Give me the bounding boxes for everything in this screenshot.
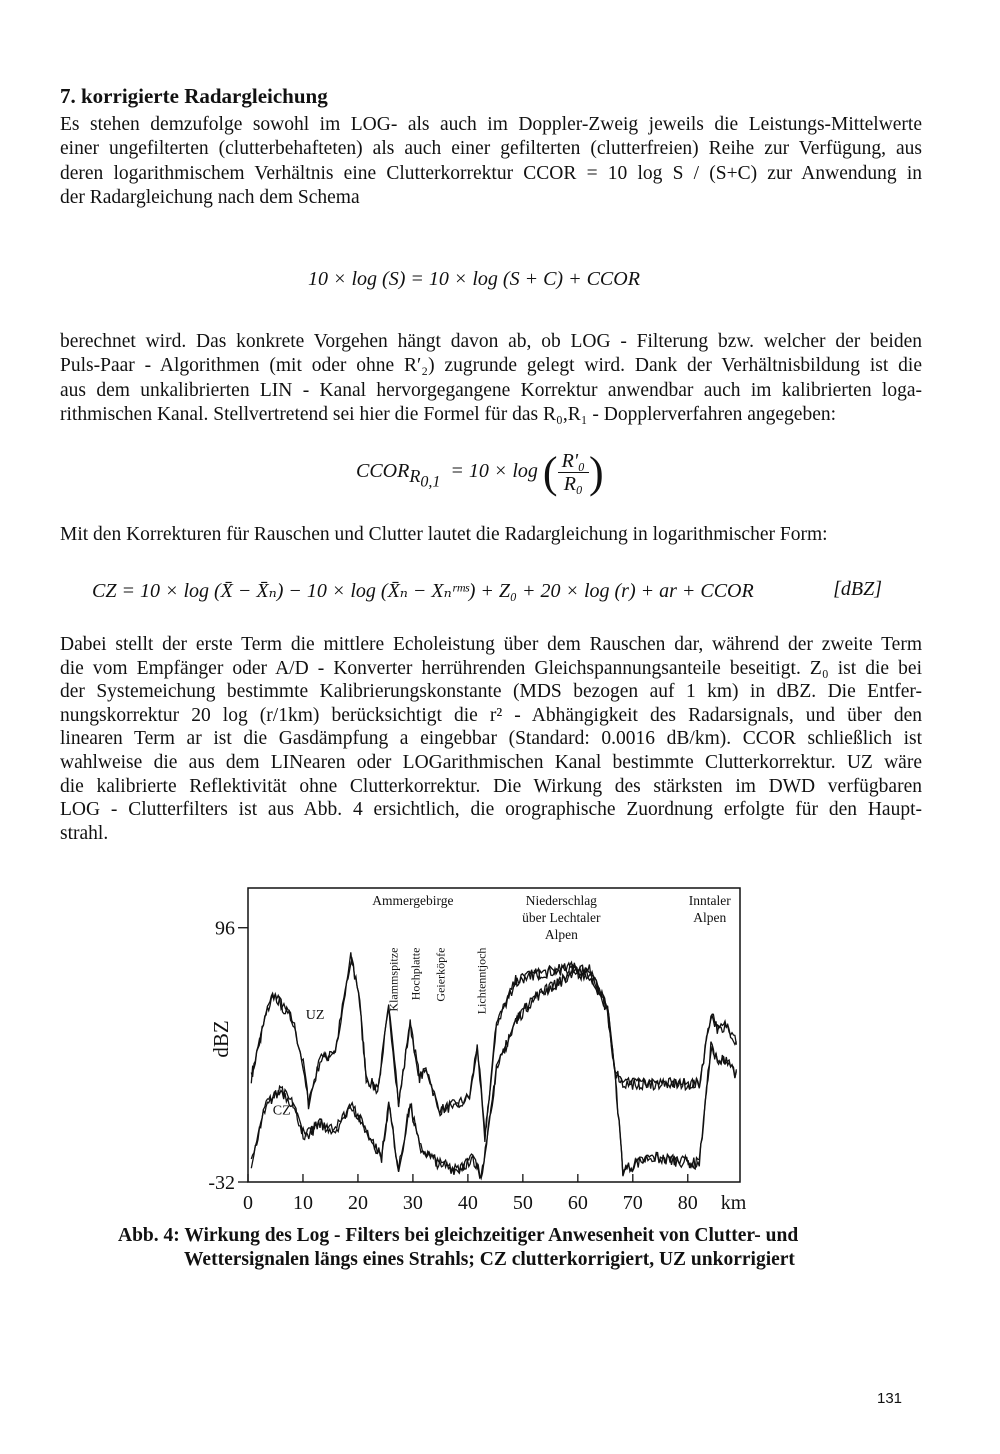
equation-3: CZ = 10 × log (X̄ − X̄ₙ) − 10 × log (X̄ₙ… bbox=[92, 578, 882, 603]
equation-1-text: 10 × log (S) = 10 × log (S + C) + CCOR bbox=[308, 268, 640, 290]
caption-line-1: Wirkung des Log - Filters bei gleichzeit… bbox=[184, 1225, 799, 1246]
series-line-uz bbox=[250, 956, 737, 1142]
para4-line: wahlweise die aus dem LINearen oder LOGa… bbox=[60, 751, 922, 773]
x-tick-label: 30 bbox=[403, 1192, 423, 1214]
x-tick-label: 80 bbox=[678, 1192, 698, 1214]
y-axis-label: dBZ bbox=[209, 1020, 233, 1057]
plot-frame bbox=[247, 887, 741, 1183]
para2-line: aus dem unkalibrierten LIN - Kanal hervo… bbox=[60, 379, 922, 401]
para4-line: strahl. bbox=[60, 822, 109, 844]
series-label-uz: UZ bbox=[306, 1008, 325, 1023]
section-heading: 7. korrigierte Radargleichung bbox=[60, 84, 328, 108]
para1-line: Es stehen demzufolge sowohl im LOG- als … bbox=[60, 114, 922, 135]
para2-line: Puls-Paar - Algorithmen (mit oder ohne R… bbox=[60, 355, 922, 377]
eq2-mid: = 10 × log bbox=[450, 460, 538, 483]
x-tick-label: 10 bbox=[293, 1192, 313, 1214]
x-tick-label: 60 bbox=[568, 1192, 588, 1214]
para1-line: der Radargleichung nach dem Schema bbox=[60, 186, 360, 208]
annotation-label: Inntaler bbox=[689, 893, 731, 908]
series-label-cz: CZ bbox=[273, 1103, 291, 1118]
x-tick-label: 50 bbox=[513, 1192, 533, 1214]
paragraph-3: Mit den Korrekturen für Rauschen und Clu… bbox=[60, 523, 922, 547]
series-line-cz bbox=[250, 963, 738, 1181]
equation-1: 10 × log (S) = 10 × log (S + C) + CCOR bbox=[308, 268, 640, 291]
para4-line: die vom Empfänger oder A/D - Konverter h… bbox=[60, 657, 922, 679]
eq2-lhs: CCOR bbox=[356, 460, 410, 483]
para4-line: die kalibrierte Reflektivität ohne Clutt… bbox=[60, 775, 922, 797]
x-tick-label: 70 bbox=[623, 1192, 643, 1214]
para4-line: nungskorrektur 20 log (r/1km) berücksich… bbox=[60, 704, 922, 726]
caption-label: Abb. 4: bbox=[118, 1225, 180, 1246]
para2-line: rithmischen Kanal. Stellvertretend sei h… bbox=[60, 403, 837, 425]
annotation-label: Alpen bbox=[545, 927, 578, 942]
series-line-cz bbox=[250, 966, 738, 1180]
para1-line: deren logarithmischem Verhältnis eine Cl… bbox=[60, 162, 922, 184]
page-number: 131 bbox=[877, 1390, 903, 1407]
x-axis-label: km bbox=[721, 1192, 747, 1214]
eq2-sub: R bbox=[409, 466, 421, 487]
eq2-numerator: R'₀ bbox=[557, 450, 590, 473]
annotation-label: Hochplatte bbox=[409, 948, 423, 1001]
y-tick-label: 96 bbox=[215, 918, 235, 940]
para4-line: Dabei stellt der erste Term die mittlere… bbox=[60, 634, 922, 655]
caption-line-2: Wettersignalen längs eines Strahls; CZ c… bbox=[184, 1249, 795, 1270]
annotation-label: Geierköpfe bbox=[433, 948, 447, 1002]
paragraph-3-line: Mit den Korrekturen für Rauschen und Clu… bbox=[60, 524, 828, 545]
annotation-label: Klammspitze bbox=[387, 948, 401, 1012]
x-tick-label: 0 bbox=[243, 1192, 253, 1214]
paragraph-2: berechnet wird. Das konkrete Vorgehen hä… bbox=[60, 330, 922, 427]
x-tick-label: 40 bbox=[458, 1192, 478, 1214]
annotation-label: Alpen bbox=[693, 910, 726, 925]
para4-line: der Systemeichung bestimmte Kalibrierung… bbox=[60, 681, 922, 703]
para2-line: berechnet wird. Das konkrete Vorgehen hä… bbox=[60, 331, 922, 352]
y-tick-label: -32 bbox=[208, 1172, 235, 1194]
annotation-label: über Lechtaler bbox=[522, 910, 601, 925]
paragraph-1: Es stehen demzufolge sowohl im LOG- als … bbox=[60, 113, 922, 210]
series-line-uz bbox=[250, 952, 738, 1133]
x-tick-label: 20 bbox=[348, 1192, 368, 1214]
equation-2: CCORR0,1 = 10 × log (R'₀ R₀) bbox=[356, 448, 604, 497]
figure-caption: Abb. 4: Wirkung des Log - Filters bei gl… bbox=[118, 1224, 798, 1272]
equation-3-unit: [dBZ] bbox=[833, 578, 882, 600]
eq2-subsub: 0,1 bbox=[420, 473, 441, 491]
equation-3-text: CZ = 10 × log (X̄ − X̄ₙ) − 10 × log (X̄ₙ… bbox=[92, 580, 754, 602]
paragraph-4: Dabei stellt der erste Term die mittlere… bbox=[60, 633, 922, 845]
annotation-label: Ammergebirge bbox=[372, 893, 453, 908]
para1-line: einer ungefilterten (clutterbehafteten) … bbox=[60, 138, 922, 160]
eq2-denominator: R₀ bbox=[563, 473, 583, 495]
para4-line: LOG - Clutterfilters ist aus Abb. 4 ersi… bbox=[60, 799, 922, 821]
annotation-label: Lichtenntjoch bbox=[475, 948, 489, 1015]
annotation-label: Niederschlag bbox=[526, 893, 597, 908]
para4-line: linearen Term ar ist die Gasdämpfung a e… bbox=[60, 728, 922, 750]
